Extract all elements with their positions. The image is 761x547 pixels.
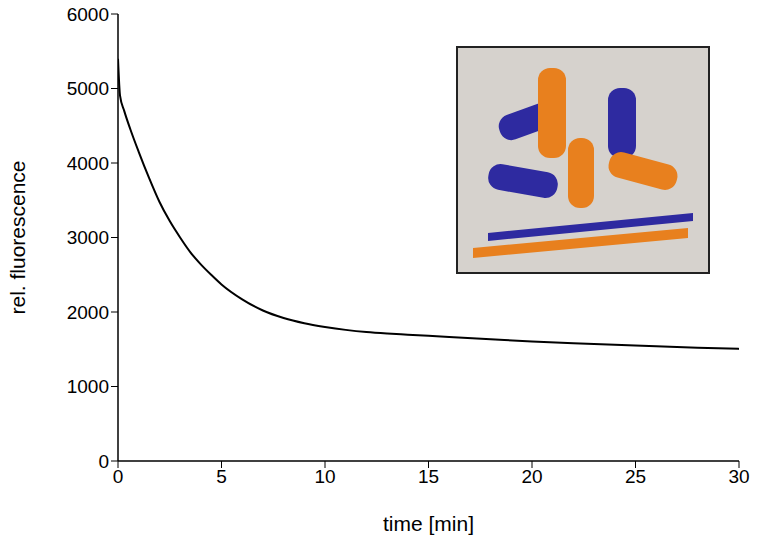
svg-text:5: 5 [216,466,227,487]
svg-text:6000: 6000 [67,4,109,25]
svg-text:2000: 2000 [67,302,109,323]
svg-text:10: 10 [314,466,335,487]
svg-text:5000: 5000 [67,78,109,99]
svg-text:4000: 4000 [67,153,109,174]
svg-text:time [min]: time [min] [383,512,474,535]
svg-text:15: 15 [418,466,439,487]
svg-text:3000: 3000 [67,227,109,248]
svg-text:rel. fluorescence: rel. fluorescence [6,160,29,314]
svg-text:20: 20 [521,466,542,487]
svg-text:0: 0 [98,451,109,472]
svg-text:1000: 1000 [67,376,109,397]
svg-text:30: 30 [728,466,749,487]
svg-text:0: 0 [113,466,124,487]
svg-text:25: 25 [625,466,646,487]
